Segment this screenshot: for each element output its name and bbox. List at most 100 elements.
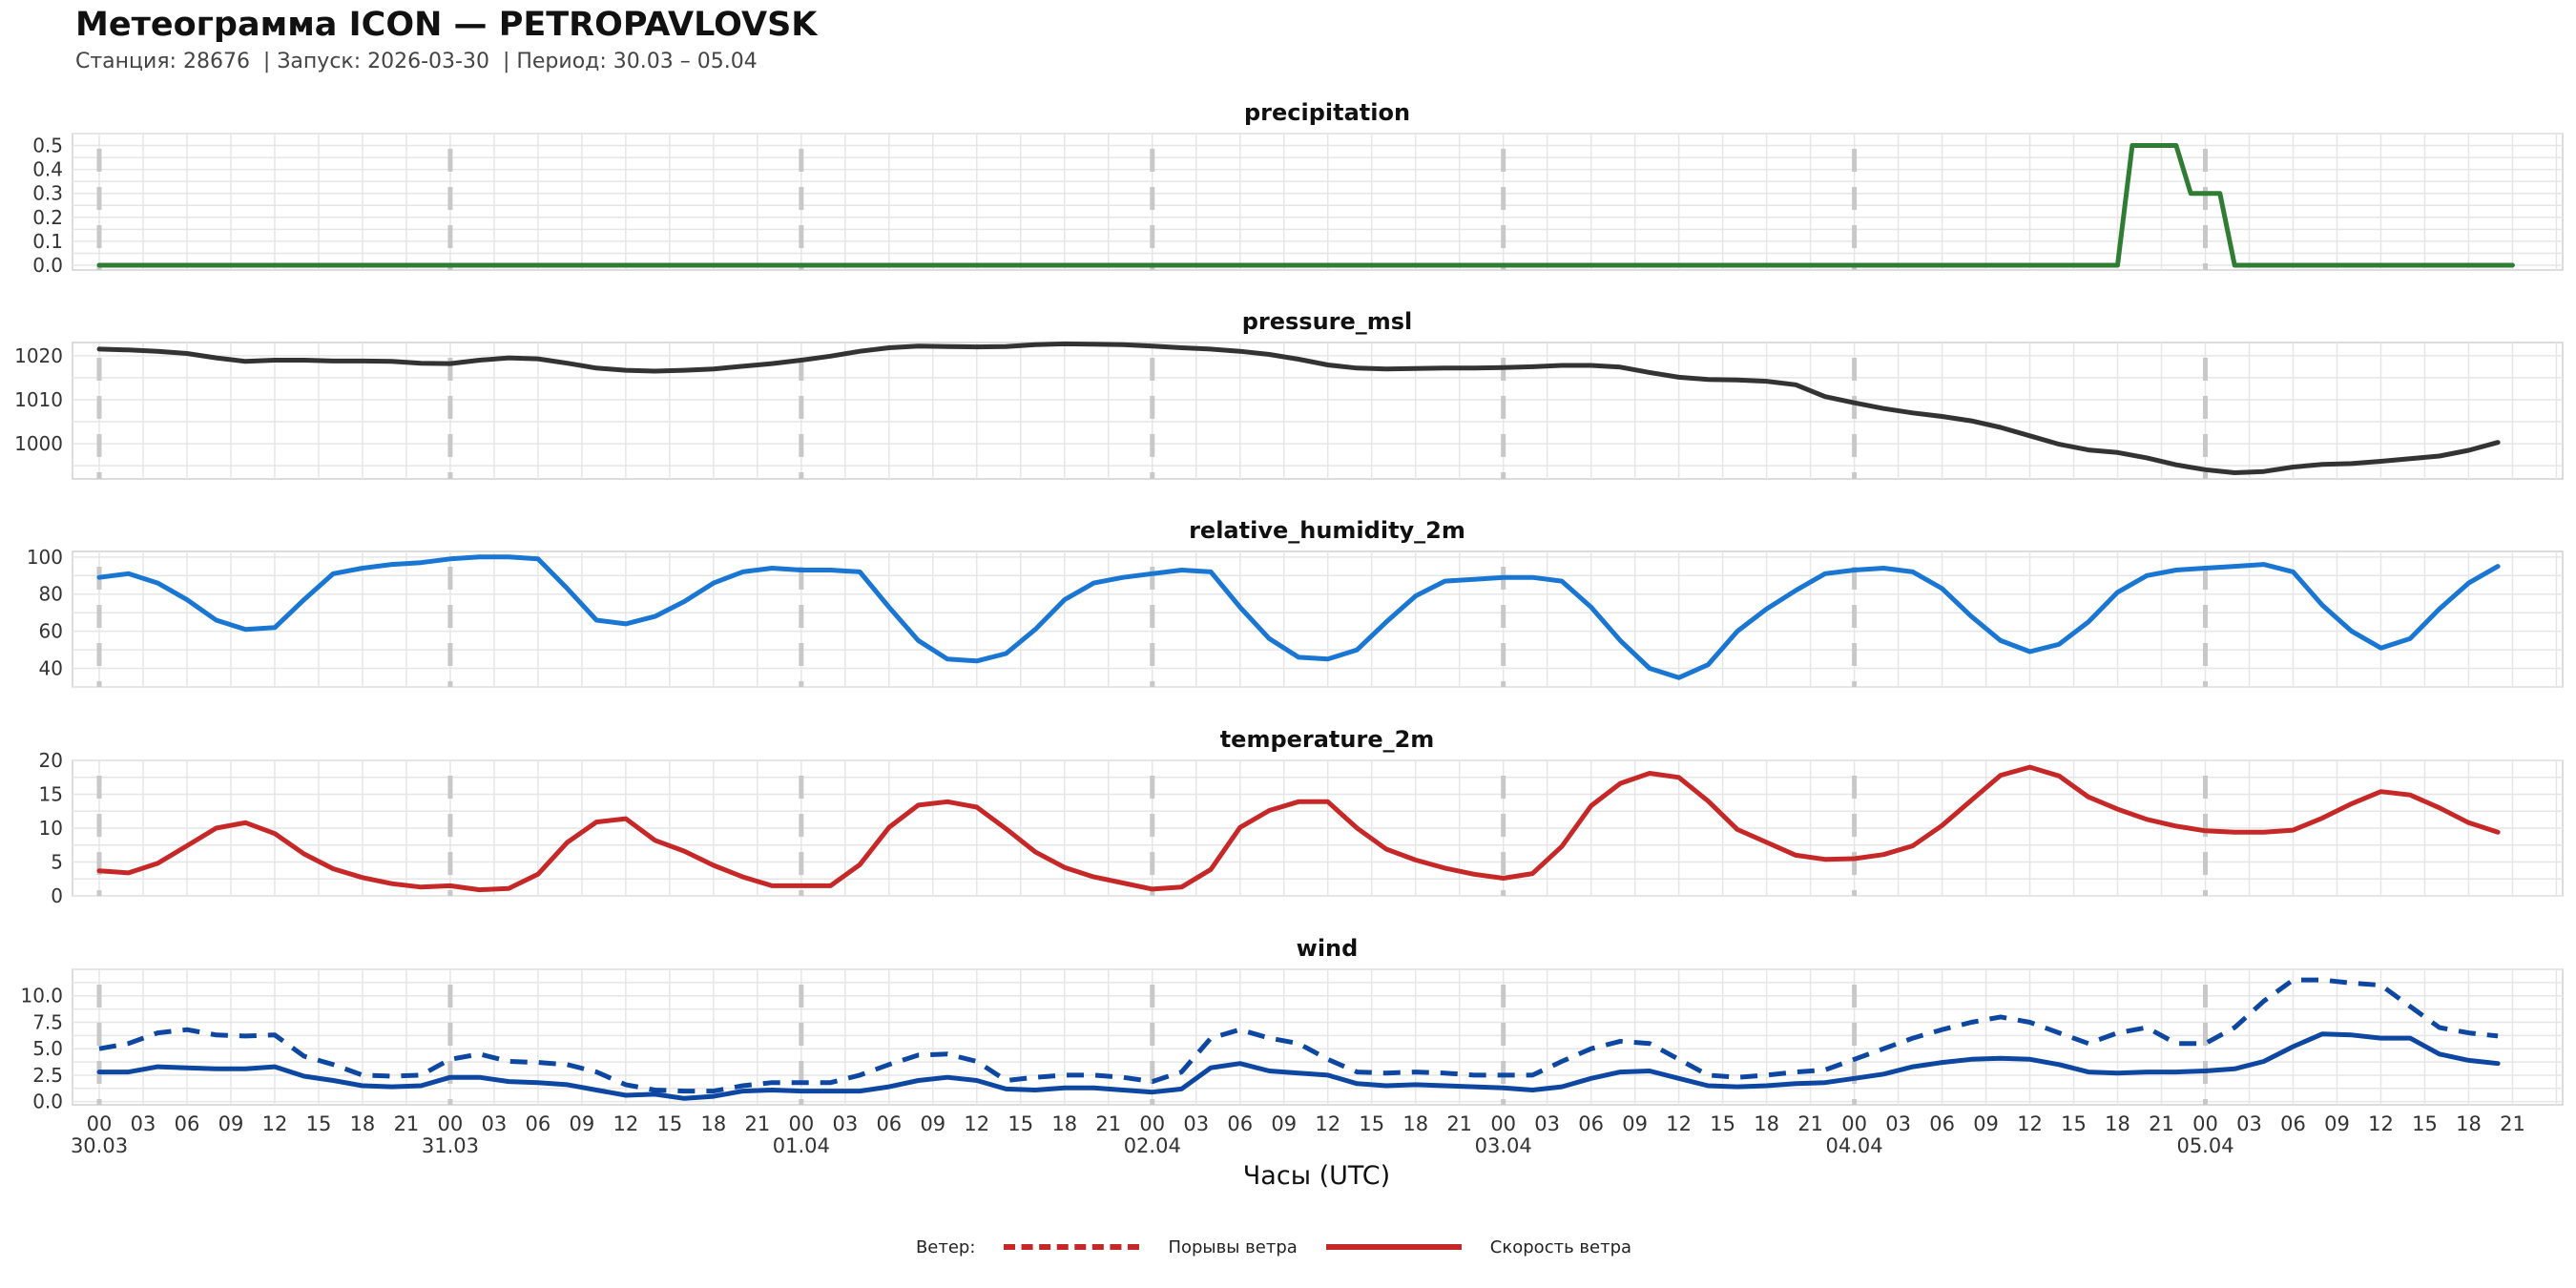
x-tick-label: 15 [2061,1112,2087,1135]
x-tick-label: 21 [744,1112,770,1135]
x-tick-label: 06 [526,1112,551,1135]
x-tick-label: 12 [1666,1112,1692,1135]
x-tick-label: 09 [2324,1112,2350,1135]
y-tick-label: 15 [39,783,63,806]
y-tick-label: 60 [39,620,63,643]
y-tick-label: 0.1 [32,230,63,253]
x-tick-label: 18 [1402,1112,1428,1135]
panel-frame [72,968,2564,1106]
x-tick-label: 06 [1929,1112,1955,1135]
x-tick-label: 03 [2236,1112,2262,1135]
x-tick-label: 03 [131,1112,156,1135]
y-tick-label: 10 [39,817,63,840]
x-tick-label: 00 [438,1112,464,1135]
panel-title: precipitation [1244,99,1410,126]
x-tick-label: 12 [2368,1112,2394,1135]
y-tick-label: 20 [39,749,63,772]
x-tick-label: 12 [1315,1112,1340,1135]
x-day-label: 01.04 [773,1134,830,1157]
x-tick-label: 15 [657,1112,683,1135]
y-tick-label: 7.5 [32,1010,63,1033]
page-subtitle: Станция: 28676 | Запуск: 2026-03-30 | Пе… [75,50,758,73]
x-tick-label: 03 [832,1112,858,1135]
panel-title: wind [1297,935,1359,962]
x-tick-label: 21 [1446,1112,1472,1135]
y-tick-label: 0 [51,884,63,907]
x-tick-label: 06 [876,1112,902,1135]
y-tick-label: 1020 [14,344,63,367]
y-tick-label: 5 [51,851,63,874]
y-tick-label: 100 [27,546,63,569]
y-tick-label: 10.0 [20,985,63,1008]
x-day-label: 05.04 [2176,1134,2233,1157]
legend-label-gusts: Порывы ветра [1168,1236,1298,1257]
x-tick-label: 03 [1885,1112,1911,1135]
x-tick-label: 09 [1622,1112,1648,1135]
series-line [96,1031,2501,1101]
x-tick-label: 12 [262,1112,288,1135]
legend: Ветер: Порывы ветра Скорость ветра [0,1231,2576,1263]
series-line [96,341,2501,475]
meteogram-charts: 0.00.10.20.30.40.5precipitation100010101… [14,99,2564,1191]
x-tick-label: 09 [570,1112,595,1135]
y-tick-label: 80 [39,583,63,606]
x-tick-label: 12 [613,1112,639,1135]
series-line [96,554,2501,680]
series-line [96,143,2515,268]
x-tick-label: 00 [1490,1112,1516,1135]
x-tick-label: 18 [1754,1112,1779,1135]
y-tick-label: 2.5 [32,1064,63,1087]
x-tick-label: 21 [1095,1112,1121,1135]
y-tick-label: 1000 [14,432,63,455]
series-line [98,977,2499,1094]
x-tick-label: 15 [306,1112,332,1135]
x-day-label: 31.03 [422,1134,479,1157]
y-tick-label: 40 [39,657,63,680]
x-tick-label: 00 [788,1112,814,1135]
x-tick-label: 18 [2105,1112,2130,1135]
x-day-label: 30.03 [71,1134,128,1157]
x-tick-label: 06 [175,1112,200,1135]
x-tick-label: 21 [2149,1112,2174,1135]
y-tick-label: 0.5 [32,135,63,157]
x-day-label: 04.04 [1826,1134,1883,1157]
x-day-label: 03.04 [1475,1134,1532,1157]
x-tick-label: 15 [2412,1112,2438,1135]
x-tick-label: 09 [1271,1112,1297,1135]
panel-title: temperature_2m [1220,726,1435,753]
panel-title: pressure_msl [1242,308,1413,335]
x-tick-label: 09 [920,1112,945,1135]
x-tick-label: 00 [87,1112,113,1135]
y-tick-label: 5.0 [32,1037,63,1060]
legend-swatch-gusts [1004,1244,1140,1250]
x-tick-label: 03 [1183,1112,1209,1135]
y-tick-label: 0.4 [32,158,63,181]
y-tick-label: 0.2 [32,206,63,229]
x-tick-label: 03 [482,1112,508,1135]
y-tick-label: 1010 [14,388,63,411]
x-tick-label: 12 [2017,1112,2043,1135]
x-tick-label: 00 [1841,1112,1867,1135]
x-tick-label: 18 [1051,1112,1077,1135]
panel-frame [72,551,2564,688]
x-tick-label: 03 [1534,1112,1560,1135]
panel-title: relative_humidity_2m [1189,517,1465,544]
x-tick-label: 15 [1359,1112,1384,1135]
x-tick-label: 09 [218,1112,244,1135]
y-tick-label: 0.0 [32,1091,63,1113]
x-tick-label: 15 [1710,1112,1735,1135]
y-tick-label: 0.0 [32,254,63,277]
x-day-label: 02.04 [1124,1134,1181,1157]
page-title: Метеограмма ICON — PETROPAVLOVSK [75,6,818,44]
legend-swatch-speed [1325,1244,1462,1250]
x-tick-label: 06 [1227,1112,1253,1135]
legend-label-speed: Скорость ветра [1489,1236,1632,1257]
x-tick-label: 09 [1973,1112,1999,1135]
x-tick-label: 18 [350,1112,376,1135]
x-tick-label: 00 [2192,1112,2218,1135]
x-tick-label: 00 [1139,1112,1165,1135]
panel-frame [72,133,2564,271]
legend-title: Ветер: [915,1236,976,1257]
x-axis-label: Часы (UTC) [1243,1161,1390,1191]
x-tick-label: 21 [2500,1112,2525,1135]
